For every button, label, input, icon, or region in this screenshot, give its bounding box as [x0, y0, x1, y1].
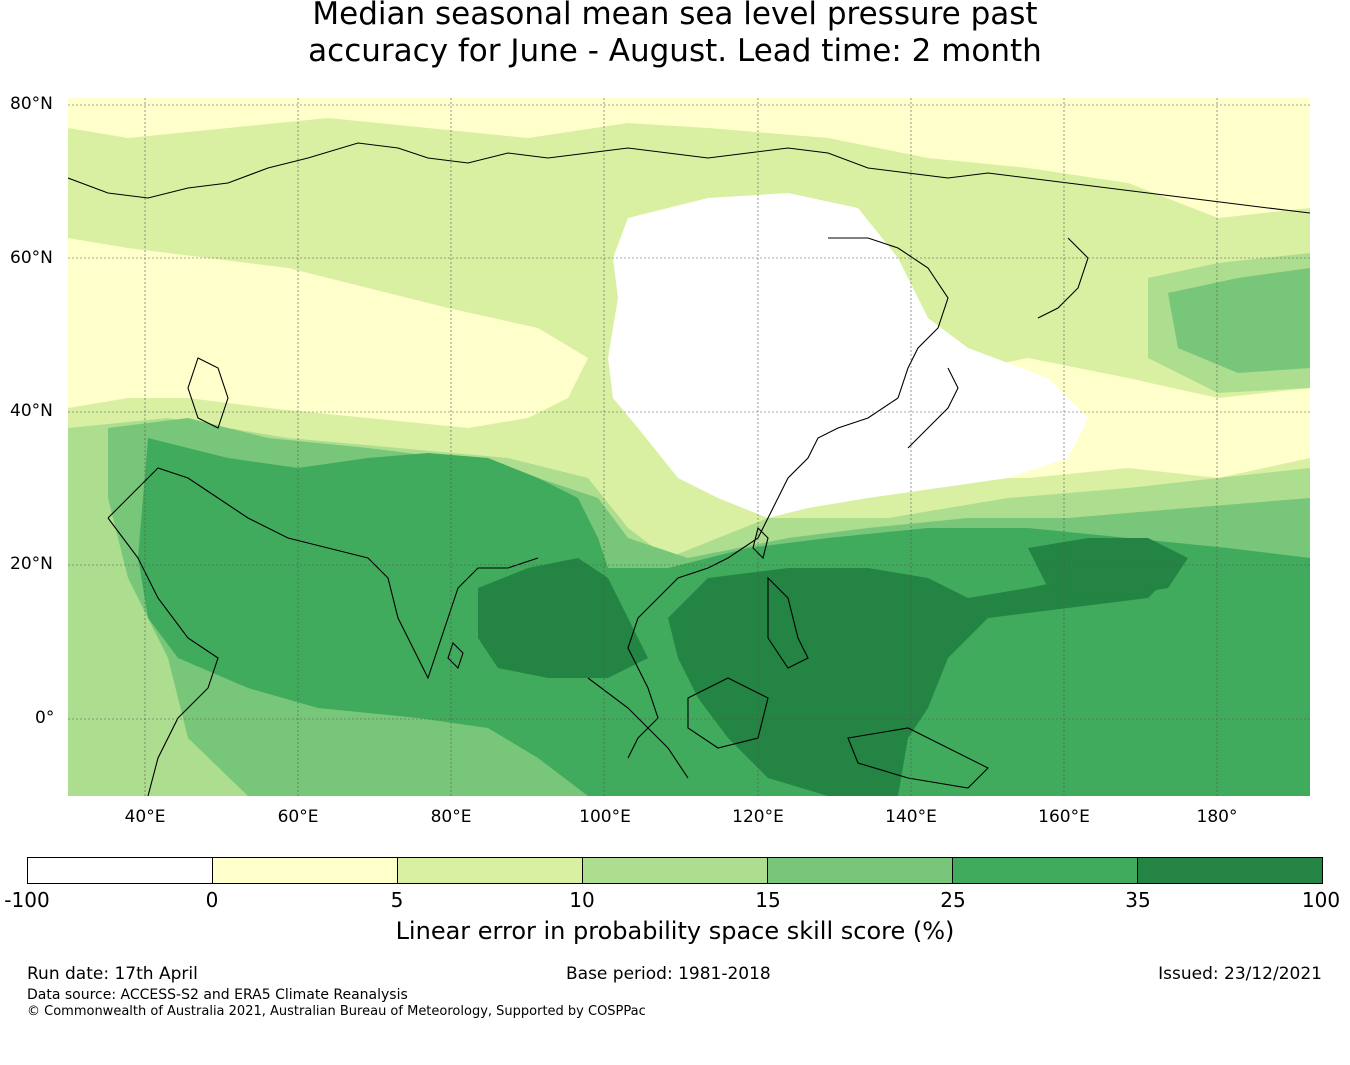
coast-sumatra [587, 677, 689, 779]
zone-15-25-north-pacific [1168, 268, 1310, 373]
lat-label-40n: 40°N [10, 401, 53, 421]
colorbar-tick-25: 25 [940, 888, 966, 912]
colorbar-segment-10-15 [583, 858, 768, 883]
run-date: Run date: 17th April [27, 964, 198, 984]
coast-sri-lanka [447, 641, 464, 670]
lon-label-100e: 100°E [579, 807, 631, 827]
coast-kamchatka [1037, 237, 1089, 319]
base-period: Base period: 1981-2018 [566, 964, 771, 984]
colorbar-segment-15-25 [768, 858, 953, 883]
chart-title: Median seasonal mean sea level pressure … [0, 0, 1350, 70]
lat-label-20n: 20°N [10, 554, 53, 574]
coast-philippines [767, 576, 809, 669]
coastlines [68, 142, 1310, 796]
issued-date: Issued: 23/12/2021 [1158, 964, 1322, 984]
zone-negative-east-asia [608, 193, 1088, 518]
coast-taiwan [752, 526, 769, 560]
coast-indochina [627, 597, 659, 759]
coast-india [367, 557, 539, 680]
coast-arabia [107, 467, 369, 559]
colorbar-segment-0-5 [213, 858, 398, 883]
lat-label-80n: 80°N [10, 94, 53, 114]
data-source: Data source: ACCESS-S2 and ERA5 Climate … [27, 987, 408, 1003]
zone-0-5-central-asia [68, 238, 588, 428]
lon-label-140e: 140°E [885, 807, 937, 827]
colorbar-tick-neg100: -100 [4, 888, 50, 912]
colorbar-tick-100: 100 [1301, 888, 1341, 912]
lon-label-120e: 120°E [732, 807, 784, 827]
lat-label-equator: 0° [35, 708, 55, 728]
chart-title-line-2: accuracy for June - August. Lead time: 2… [308, 33, 1042, 69]
colorbar-label: Linear error in probability space skill … [395, 917, 955, 945]
map-panel [68, 98, 1310, 796]
copyright: © Commonwealth of Australia 2021, Austra… [27, 1004, 646, 1019]
colorbar-segment-neg100-0 [28, 858, 213, 883]
gridlines [68, 98, 1310, 796]
lat-label-60n: 60°N [10, 248, 53, 268]
coast-korea-china [657, 397, 899, 599]
zone-35-100-north-pacific-core [1028, 538, 1188, 598]
lon-label-40e: 40°E [124, 807, 166, 827]
coast-africa-horn [107, 517, 219, 796]
lon-label-60e: 60°E [277, 807, 319, 827]
colorbar-segment-25-35 [953, 858, 1138, 883]
coast-new-guinea [847, 727, 989, 789]
skill-score-map [68, 98, 1310, 796]
lon-label-80e: 80°E [430, 807, 472, 827]
coast-japan [907, 367, 959, 449]
colorbar-tick-0: 0 [205, 888, 219, 912]
zone-0-5-north [68, 98, 1310, 218]
coast-europe-russia [68, 142, 1310, 214]
colorbar-tick-35: 35 [1125, 888, 1151, 912]
coast-caspian [187, 357, 229, 429]
chart-title-line-1: Median seasonal mean sea level pressure … [312, 0, 1038, 32]
colorbar [27, 857, 1323, 884]
lon-label-160e: 160°E [1038, 807, 1090, 827]
colorbar-tick-5: 5 [390, 888, 404, 912]
colorbar-segment-35-100 [1138, 858, 1322, 883]
zone-35-100-western-pacific [668, 548, 1168, 796]
colorbar-segment-5-10 [398, 858, 583, 883]
lon-label-180: 180° [1196, 807, 1238, 827]
zone-35-100-bay-of-bengal [478, 558, 648, 678]
colorbar-tick-15: 15 [755, 888, 781, 912]
colorbar-tick-10: 10 [569, 888, 595, 912]
coast-okhotsk [828, 237, 949, 399]
